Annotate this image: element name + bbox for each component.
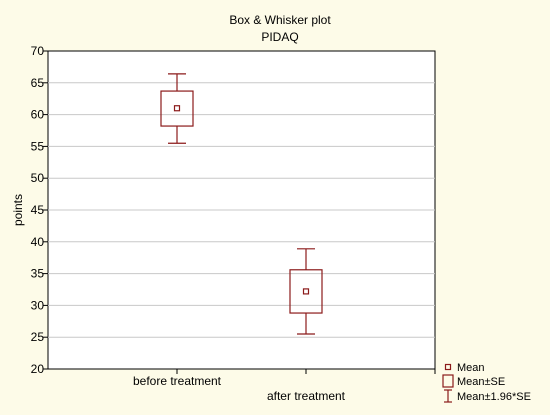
legend-item: Mean xyxy=(444,362,485,374)
mean-marker xyxy=(302,288,310,295)
legend: Mean Mean±SE Mean±1.96*SE xyxy=(442,362,531,403)
y-tick-label: 35 xyxy=(31,267,45,281)
y-axis-label: points xyxy=(11,194,25,226)
se-box xyxy=(289,269,323,314)
y-tick-label: 50 xyxy=(31,171,45,185)
x-tick-label: after treatment xyxy=(267,389,346,403)
y-tick-label: 70 xyxy=(31,44,45,58)
chart-title: Box & Whisker plot xyxy=(229,13,331,27)
y-tick-label: 25 xyxy=(31,330,45,344)
legend-label: Mean±SE xyxy=(457,376,505,388)
x-tick-label: before treatment xyxy=(133,374,222,388)
legend-box-icon xyxy=(442,374,454,388)
y-tick-label: 55 xyxy=(31,139,45,153)
y-tick-label: 65 xyxy=(31,76,45,90)
x-tick-labels: before treatment after treatment xyxy=(133,369,436,403)
chart-subtitle: PIDAQ xyxy=(261,30,298,44)
box-group xyxy=(289,248,323,335)
y-tick-label: 45 xyxy=(31,203,45,217)
legend-mean-icon xyxy=(444,363,452,371)
se-box xyxy=(160,90,194,127)
y-tick-label: 60 xyxy=(31,108,45,122)
y-tick-labels: 20 25 30 35 40 45 50 55 60 65 70 xyxy=(31,44,45,376)
legend-label: Mean xyxy=(457,362,485,374)
boxes xyxy=(160,73,323,335)
legend-label: Mean±1.96*SE xyxy=(457,391,531,403)
box-group xyxy=(160,73,194,144)
legend-item: Mean±1.96*SE xyxy=(444,389,531,403)
grid-lines xyxy=(43,50,435,370)
y-tick-label: 40 xyxy=(31,235,45,249)
legend-item: Mean±SE xyxy=(442,374,505,388)
mean-marker xyxy=(173,105,181,112)
y-tick-label: 20 xyxy=(31,362,45,376)
y-tick-label: 30 xyxy=(31,298,45,312)
